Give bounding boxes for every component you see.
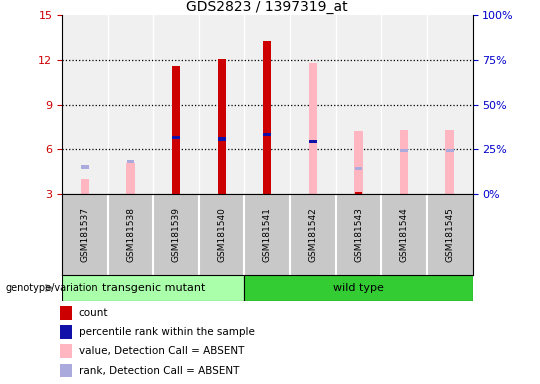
Bar — [264, 133, 271, 136]
Bar — [60, 306, 72, 320]
Text: GSM181541: GSM181541 — [263, 207, 272, 262]
Bar — [60, 325, 72, 339]
Bar — [264, 41, 271, 194]
Bar — [60, 364, 72, 377]
Bar — [172, 66, 180, 194]
Text: GSM181539: GSM181539 — [172, 207, 180, 262]
Text: rank, Detection Call = ABSENT: rank, Detection Call = ABSENT — [79, 366, 239, 376]
Text: GSM181542: GSM181542 — [308, 207, 318, 262]
Bar — [354, 167, 362, 170]
Text: transgenic mutant: transgenic mutant — [102, 283, 205, 293]
Bar — [60, 344, 72, 358]
Bar — [172, 136, 180, 139]
FancyBboxPatch shape — [245, 275, 472, 301]
Bar — [218, 59, 226, 194]
Bar — [126, 159, 134, 163]
Text: GSM181540: GSM181540 — [217, 207, 226, 262]
Text: GSM181545: GSM181545 — [445, 207, 454, 262]
Text: wild type: wild type — [333, 283, 384, 293]
Text: genotype/variation: genotype/variation — [5, 283, 98, 293]
Bar — [218, 137, 226, 141]
Bar — [400, 149, 408, 152]
Text: GSM181543: GSM181543 — [354, 207, 363, 262]
Bar — [308, 63, 318, 194]
Bar — [400, 130, 408, 194]
Title: GDS2823 / 1397319_at: GDS2823 / 1397319_at — [186, 0, 348, 14]
Bar — [446, 149, 454, 152]
Bar — [309, 140, 317, 144]
Bar — [81, 166, 89, 169]
Bar — [80, 179, 89, 194]
Text: GSM181537: GSM181537 — [80, 207, 90, 262]
Bar — [126, 163, 135, 194]
Bar — [354, 192, 362, 194]
Bar — [309, 140, 317, 144]
Text: count: count — [79, 308, 108, 318]
Bar — [354, 131, 363, 194]
Text: GSM181538: GSM181538 — [126, 207, 135, 262]
FancyBboxPatch shape — [62, 275, 245, 301]
Text: percentile rank within the sample: percentile rank within the sample — [79, 327, 254, 337]
Text: GSM181544: GSM181544 — [400, 207, 409, 262]
Bar — [446, 130, 454, 194]
Text: value, Detection Call = ABSENT: value, Detection Call = ABSENT — [79, 346, 244, 356]
